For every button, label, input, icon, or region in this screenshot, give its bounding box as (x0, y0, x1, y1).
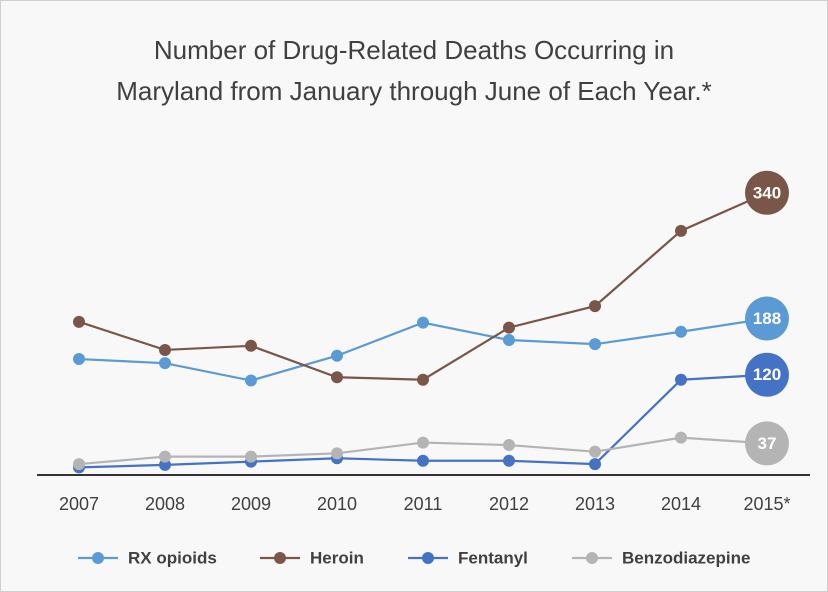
data-point (417, 316, 429, 329)
data-point (331, 447, 343, 460)
legend-marker (274, 552, 286, 564)
data-point (675, 431, 687, 444)
data-label: 37 (758, 434, 777, 453)
data-point (675, 373, 687, 386)
data-point (159, 343, 171, 356)
x-tick-label: 2015* (743, 494, 790, 514)
data-point (73, 353, 85, 366)
data-point (245, 374, 257, 387)
data-point (745, 170, 789, 215)
data-point (331, 371, 343, 384)
legend-label: Fentanyl (458, 548, 528, 567)
x-tick-label: 2007 (59, 494, 99, 514)
data-point (417, 373, 429, 386)
data-point (589, 445, 601, 458)
data-label: 340 (753, 183, 781, 202)
data-point (159, 458, 171, 471)
x-tick-label: 2014 (661, 494, 701, 514)
data-point (503, 321, 515, 334)
data-point (503, 439, 515, 452)
data-point (675, 325, 687, 338)
legend-label: RX opioids (128, 548, 217, 567)
data-label: 188 (753, 309, 781, 328)
data-point (331, 349, 343, 362)
data-point (73, 458, 85, 471)
data-point (417, 454, 429, 467)
chart-title: Number of Drug-Related Deaths Occurring … (154, 35, 674, 65)
data-point (589, 338, 601, 351)
data-point (503, 334, 515, 347)
legend-marker (422, 552, 434, 564)
data-point (745, 352, 789, 397)
data-point (417, 436, 429, 449)
chart-title: Maryland from January through June of Ea… (116, 76, 711, 106)
data-point (159, 357, 171, 370)
legend-marker (92, 552, 104, 564)
data-point (745, 421, 789, 466)
data-point (589, 458, 601, 471)
legend-marker (586, 552, 598, 564)
data-point (675, 224, 687, 237)
data-label: 120 (753, 365, 781, 384)
data-point (245, 339, 257, 352)
data-point (245, 450, 257, 463)
x-tick-label: 2013 (575, 494, 615, 514)
legend-label: Heroin (310, 548, 364, 567)
data-point (159, 450, 171, 463)
x-tick-label: 2012 (489, 494, 529, 514)
data-point (503, 454, 515, 467)
data-point (589, 300, 601, 313)
data-point (745, 296, 789, 341)
x-tick-label: 2011 (404, 494, 443, 514)
x-tick-label: 2008 (145, 494, 185, 514)
x-tick-label: 2010 (317, 494, 357, 514)
legend-label: Benzodiazepine (622, 548, 750, 567)
data-point (73, 315, 85, 328)
x-tick-label: 2009 (231, 494, 271, 514)
